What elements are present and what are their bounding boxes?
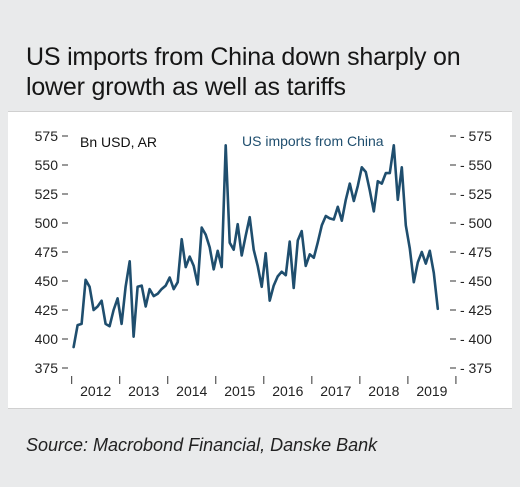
y-tick-label-left: 525 [35,186,59,202]
x-tick-label: 2012 [80,383,111,399]
axes: 375 - 375 400 - 400 425 - 425 450 - 450 475 - 475… [35,128,492,399]
x-tick-label: 2019 [416,383,447,399]
y-tick-label-right: - 475 [460,244,492,260]
y-tick-label-right: - 575 [460,128,492,144]
y-tick-label-left: 500 [35,215,59,231]
y-tick-label-right: - 425 [460,302,492,318]
y-tick-label-right: - 525 [460,186,492,202]
y-tick-label-left: 450 [35,273,59,289]
chart-title: US imports from China down sharply on lo… [26,43,461,101]
y-tick-label-left: 550 [35,157,59,173]
x-tick-label: 2014 [176,383,207,399]
y-tick-label-left: 575 [35,128,59,144]
x-tick-label: 2017 [320,383,351,399]
x-tick-label: 2018 [368,383,399,399]
y-tick-label-left: 475 [35,244,59,260]
y-tick-label-right: - 450 [460,273,492,289]
y-tick-label-left: 425 [35,302,59,318]
y-tick-label-right: - 375 [460,360,492,376]
unit-label: Bn USD, AR [80,134,157,150]
y-tick-label-right: - 400 [460,331,492,347]
title-panel: US imports from China down sharply on lo… [8,8,512,112]
series-layer [72,143,440,349]
source-note: Source: Macrobond Financial, Danske Bank [26,435,378,455]
y-tick-label-left: 400 [35,331,59,347]
chart-plot: 375 - 375 400 - 400 425 - 425 450 - 450 475 - 475… [35,128,492,399]
x-tick-label: 2013 [128,383,159,399]
legend-series-label: US imports from China [242,133,384,149]
y-tick-label-right: - 550 [460,157,492,173]
x-tick-label: 2016 [272,383,303,399]
x-tick-label: 2015 [224,383,255,399]
y-tick-label-right: - 500 [460,215,492,231]
chart-panel: 375 - 375 400 - 400 425 - 425 450 - 450 475 - 475… [8,112,512,409]
series-line-0 [72,143,440,349]
y-tick-label-left: 375 [35,360,59,376]
source-panel: Source: Macrobond Financial, Danske Bank [8,409,512,479]
